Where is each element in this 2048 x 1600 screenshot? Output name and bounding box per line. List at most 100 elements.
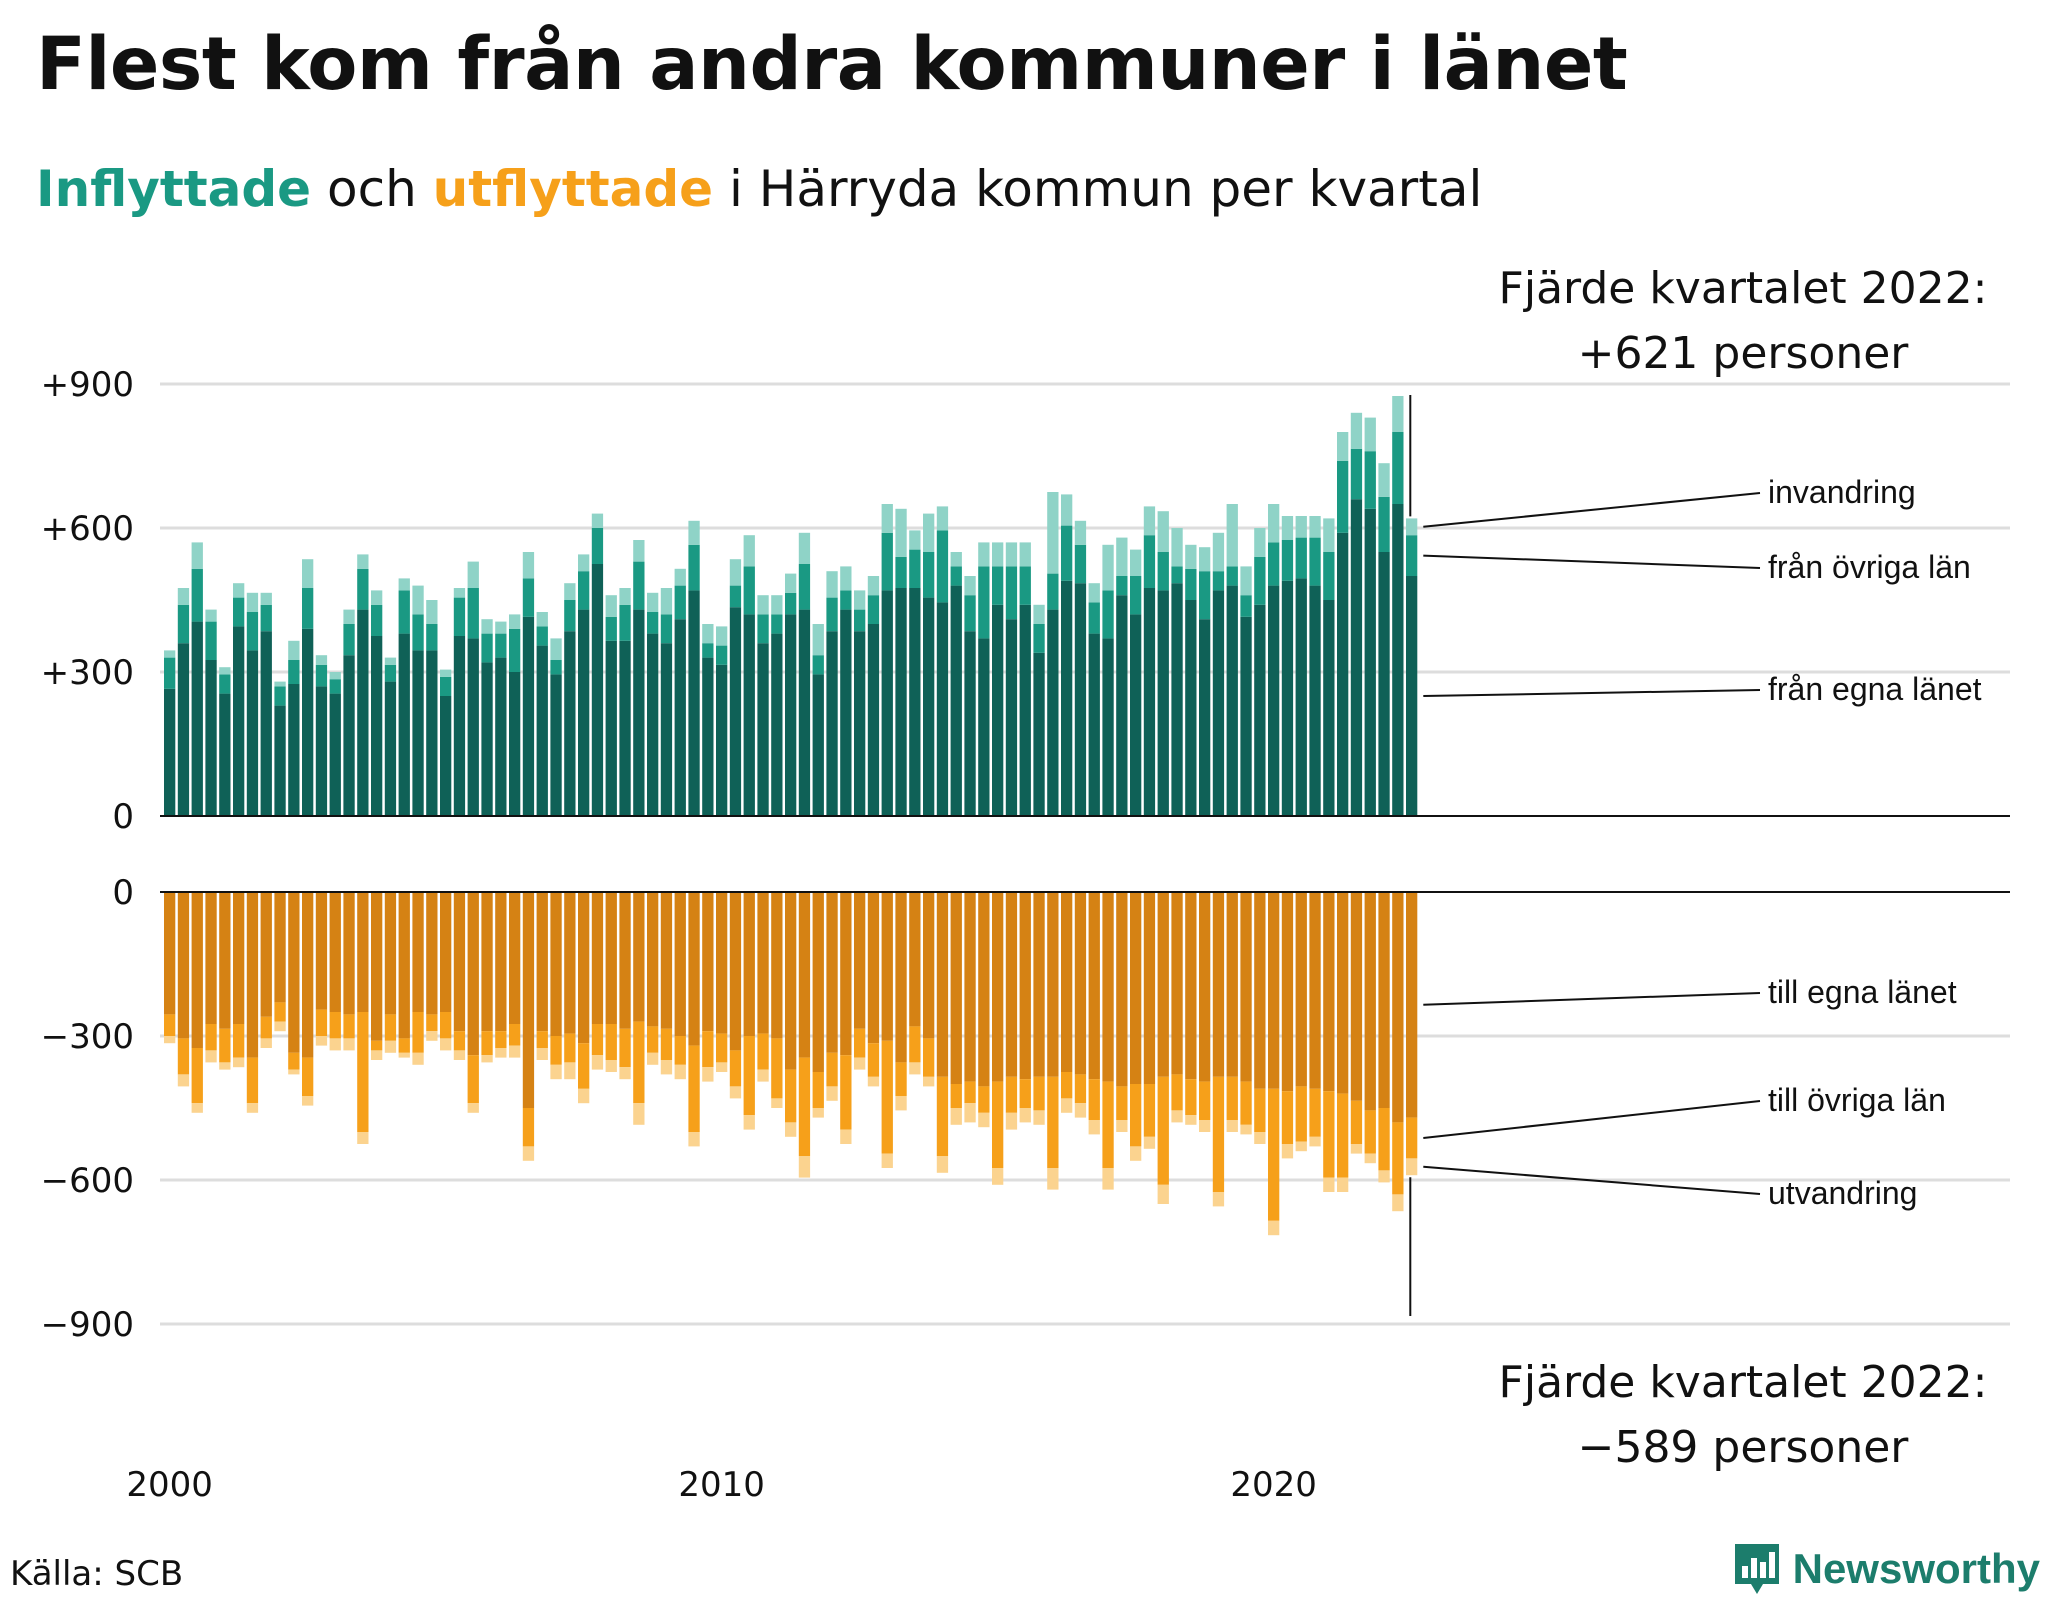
- bar-in: [578, 609, 590, 816]
- bar-in: [1171, 566, 1183, 584]
- brand[interactable]: Newsworthy: [1731, 1540, 2040, 1598]
- bar-in: [674, 585, 686, 620]
- bar-out: [191, 1103, 203, 1113]
- bar-out: [495, 1031, 507, 1048]
- bar-out: [246, 1103, 259, 1113]
- bar-out: [1033, 1076, 1045, 1111]
- bar-in: [1130, 614, 1142, 816]
- bar-out: [274, 1021, 286, 1032]
- bar-out: [1406, 1158, 1418, 1176]
- bar-in: [164, 657, 176, 689]
- bar-in: [1171, 583, 1183, 816]
- bar-out: [1212, 1076, 1225, 1192]
- bar-in: [1392, 396, 1404, 432]
- bar-in: [605, 616, 617, 641]
- bar-in: [177, 604, 190, 644]
- bar-in: [384, 681, 397, 816]
- bar-in: [660, 614, 673, 644]
- bar-out: [743, 1115, 755, 1130]
- bar-out: [619, 1028, 631, 1068]
- bar-out: [909, 1062, 921, 1075]
- series-label: utvandring: [1768, 1175, 1917, 1211]
- bar-out: [950, 1084, 962, 1108]
- bar-out: [302, 1057, 314, 1096]
- bar-in: [426, 650, 438, 816]
- bar-out: [509, 1045, 521, 1058]
- bar-out: [509, 892, 521, 1024]
- bar-out: [978, 1112, 990, 1128]
- bar-in: [1392, 432, 1404, 504]
- bar-in: [1212, 590, 1225, 816]
- series-label: till egna länet: [1768, 974, 1957, 1010]
- bar-in: [702, 624, 714, 644]
- bar-in: [936, 506, 949, 531]
- bar-out: [1074, 892, 1087, 1075]
- bar-out: [785, 1122, 797, 1137]
- bar-out: [1364, 1110, 1376, 1154]
- bar-in: [1281, 580, 1294, 816]
- bar-in: [274, 705, 286, 816]
- bar-in: [1088, 583, 1100, 603]
- annotation-top-line: +621 personer: [1578, 328, 1910, 379]
- bar-out: [329, 1038, 341, 1051]
- bar-out: [1061, 1098, 1073, 1113]
- bar-in: [936, 530, 949, 603]
- bar-in: [536, 626, 548, 646]
- bar-in: [1199, 619, 1211, 816]
- bar-out: [1378, 1108, 1390, 1171]
- bar-in: [660, 588, 673, 615]
- bar-out: [315, 1009, 328, 1036]
- bar-out: [1116, 1086, 1128, 1120]
- bar-in: [978, 566, 990, 639]
- bar-in: [1268, 585, 1280, 816]
- bar-in: [371, 590, 383, 605]
- bar-in: [536, 612, 548, 627]
- bar-out: [1212, 1192, 1225, 1207]
- bar-in: [315, 686, 328, 816]
- bar-in: [992, 566, 1004, 605]
- bar-in: [509, 672, 521, 816]
- bar-in: [895, 556, 907, 588]
- bar-in: [647, 592, 659, 612]
- bar-in: [785, 573, 797, 593]
- bar-out: [978, 892, 990, 1087]
- bar-in: [495, 621, 507, 634]
- bar-in: [357, 554, 369, 569]
- bar-in: [1309, 537, 1321, 586]
- bar-out: [1323, 1091, 1335, 1178]
- bar-out: [1240, 1124, 1252, 1135]
- bar-in: [1047, 492, 1059, 574]
- bar-in: [950, 552, 962, 567]
- bar-in: [288, 684, 300, 816]
- bar-out: [881, 892, 893, 1041]
- bar-out: [371, 1040, 383, 1051]
- bar-out: [412, 1052, 424, 1065]
- bar-in: [771, 633, 783, 816]
- bar-in: [771, 595, 783, 615]
- bar-out: [591, 1055, 604, 1070]
- bar-in: [688, 520, 700, 545]
- bar-out: [1309, 892, 1321, 1089]
- bar-out: [964, 1103, 976, 1123]
- bar-out: [288, 1052, 300, 1070]
- bar-in: [1102, 544, 1114, 591]
- bar-out: [550, 1036, 562, 1065]
- bar-in: [467, 561, 479, 588]
- bar-out: [936, 1156, 949, 1173]
- bar-out: [495, 892, 507, 1032]
- bar-out: [384, 1014, 397, 1041]
- bar-in: [302, 559, 314, 588]
- bar-in: [1295, 516, 1307, 538]
- bar-in: [1199, 547, 1211, 572]
- axes: [160, 395, 2010, 1316]
- bar-out: [288, 892, 300, 1053]
- bar-out: [426, 1014, 438, 1032]
- bar-out: [1295, 1086, 1307, 1142]
- bar-in: [702, 657, 714, 816]
- bar-out: [1130, 1146, 1142, 1161]
- bar-in: [329, 693, 341, 816]
- bar-in: [1005, 566, 1018, 620]
- bar-in: [274, 681, 286, 687]
- bar-out: [674, 1064, 686, 1080]
- bar-out: [164, 892, 176, 1015]
